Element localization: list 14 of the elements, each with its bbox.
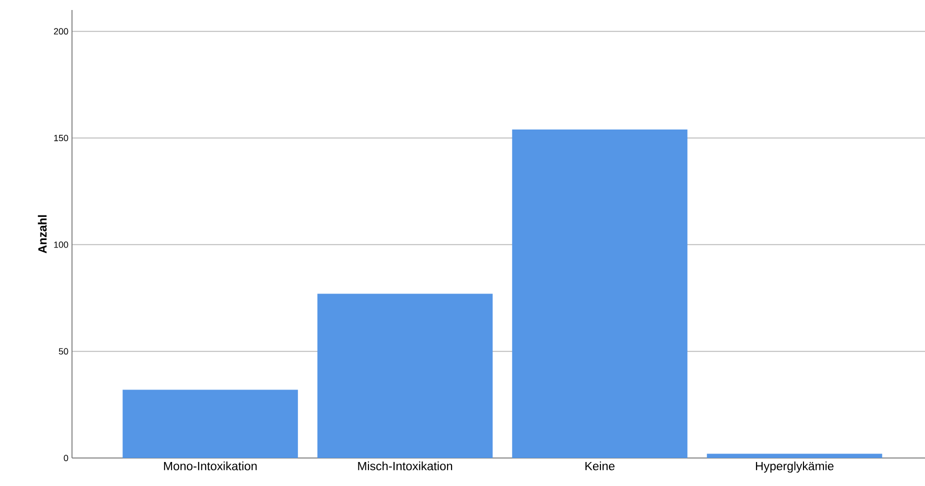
x-tick-label: Mono-Intoxikation: [164, 462, 257, 470]
y-tick-label: 150: [54, 134, 68, 142]
bar: [512, 129, 688, 458]
x-tick-label: Hyperglykämie: [756, 462, 834, 473]
y-axis-title: Anzahl: [38, 215, 47, 254]
bar: [706, 454, 882, 458]
y-tick-label: 0: [64, 454, 68, 462]
bar: [317, 294, 493, 458]
x-tick-label: Keine: [585, 462, 615, 470]
y-tick-label: 100: [54, 241, 68, 248]
bar: [122, 390, 298, 458]
x-tick-label: Misch-Intoxikation: [358, 462, 452, 470]
y-tick-label: 200: [54, 28, 68, 35]
y-tick-label: 50: [58, 348, 68, 355]
